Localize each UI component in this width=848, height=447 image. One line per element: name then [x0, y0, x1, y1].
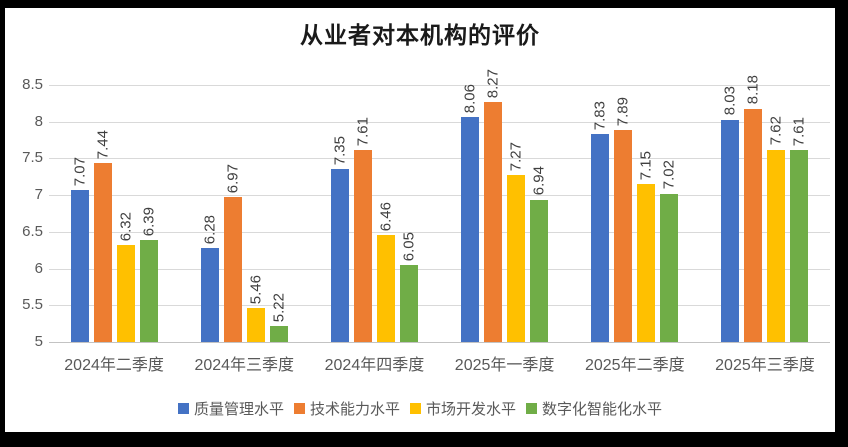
bar-技术能力水平: 6.97: [223, 164, 242, 342]
bar-value-label: 8.06: [461, 84, 479, 114]
x-tick-label: 2025年二季度: [584, 357, 685, 374]
legend-swatch-icon: [526, 403, 538, 414]
legend-item: 质量管理水平: [177, 398, 284, 419]
bar-group: 8.03 8.18 7.62 7.61: [700, 75, 830, 342]
bar-质量管理水平: 7.83: [591, 101, 610, 342]
legend-item: 市场开发水平: [410, 398, 516, 419]
y-tick-label: 6: [34, 259, 43, 277]
bar-value-label: 6.46: [377, 201, 395, 231]
bar-value-label: 7.89: [614, 96, 632, 126]
chart-canvas: 从业者对本机构的评价 7.07 7.44 6.32 6.39 6.28 6.97 5.46 5…: [5, 8, 835, 432]
bar-市场开发水平: 6.46: [376, 202, 395, 342]
bar-value-label: 8.03: [721, 86, 739, 116]
x-tick-label: 2025年一季度: [454, 357, 555, 374]
x-tick-label: 2024年三季度: [194, 357, 295, 374]
bar-value-label: 7.35: [331, 136, 349, 166]
bar-value-label: 7.02: [660, 160, 678, 190]
y-tick-label: 5: [34, 333, 43, 350]
y-axis: 5 5.5 6 6.5 7 7.5 8 8.5: [5, 8, 43, 432]
plot-area: 7.07 7.44 6.32 6.39 6.28 6.97 5.46 5.22 7.35 7.61…: [49, 69, 830, 343]
bar-质量管理水平: 7.35: [330, 136, 349, 342]
y-tick-label: 8: [34, 112, 43, 130]
bar-groups: 7.07 7.44 6.32 6.39 6.28 6.97 5.46 5.22 7.35 7.61…: [49, 69, 830, 342]
bar-技术能力水平: 8.27: [484, 69, 503, 342]
y-tick-label: 7: [34, 186, 43, 204]
gridline-7.5: [49, 158, 830, 160]
bar-技术能力水平: 7.44: [93, 130, 112, 342]
legend-swatch-icon: [177, 403, 189, 414]
bar-数字化智能化水平: 6.05: [399, 232, 418, 342]
bar-数字化智能化水平: 6.39: [139, 207, 158, 342]
bar-value-label: 7.27: [507, 142, 525, 172]
bar-数字化智能化水平: 7.02: [660, 160, 679, 342]
bar-value-label: 7.15: [637, 150, 655, 181]
bar-group: 8.06 8.27 7.27 6.94: [440, 69, 570, 342]
bar-value-label: 8.18: [744, 75, 762, 105]
bar-value-label: 6.05: [400, 231, 418, 261]
bar-技术能力水平: 8.18: [744, 75, 763, 342]
x-tick-label: 2024年四季度: [324, 357, 425, 374]
bar-市场开发水平: 7.15: [637, 151, 656, 342]
legend-label: 质量管理水平: [193, 401, 284, 418]
bar-value-label: 7.83: [591, 101, 609, 131]
x-axis: 2024年二季度 2024年三季度 2024年四季度 2025年一季度 2025年二季度…: [49, 351, 830, 375]
y-tick-label: 6.5: [22, 222, 43, 240]
bar-group: 7.07 7.44 6.32 6.39: [49, 85, 179, 342]
legend-swatch-icon: [293, 403, 305, 414]
bar-质量管理水平: 8.06: [461, 84, 480, 342]
bar-value-label: 6.94: [530, 166, 548, 196]
bar-市场开发水平: 6.32: [116, 212, 135, 342]
gridline-6.5: [49, 231, 830, 233]
bar-数字化智能化水平: 6.94: [530, 166, 549, 342]
bar-value-label: 6.39: [140, 206, 158, 236]
y-tick-label: 5.5: [22, 296, 43, 314]
bar-市场开发水平: 7.62: [767, 116, 786, 342]
legend-swatch-icon: [410, 403, 421, 414]
bar-质量管理水平: 6.28: [200, 215, 219, 342]
bar-质量管理水平: 8.03: [721, 86, 740, 342]
y-tick-label: 7.5: [22, 149, 43, 167]
bar-value-label: 6.97: [224, 164, 242, 194]
bar-value-label: 7.62: [767, 116, 785, 146]
bar-市场开发水平: 5.46: [246, 275, 265, 342]
bar-value-label: 6.28: [201, 214, 219, 245]
bar-group: 7.83 7.89 7.15 7.02: [570, 85, 700, 342]
chart-title: 从业者对本机构的评价: [300, 23, 540, 48]
bar-value-label: 6.32: [117, 211, 135, 242]
bar-数字化智能化水平: 5.22: [269, 293, 288, 342]
bar-value-label: 7.61: [354, 117, 372, 147]
legend-label: 数字化智能化水平: [542, 401, 663, 418]
gridline-5.5: [49, 305, 830, 307]
gridline-6: [49, 268, 830, 270]
bar-value-label: 5.46: [247, 275, 265, 305]
legend-item: 数字化智能化水平: [526, 398, 662, 419]
bar-value-label: 7.07: [71, 156, 89, 187]
gridline-7: [49, 195, 830, 197]
x-tick-label: 2025年三季度: [715, 357, 815, 374]
bar-市场开发水平: 7.27: [507, 142, 526, 342]
bar-value-label: 7.61: [790, 117, 808, 147]
legend: 质量管理水平 技术能力水平 市场开发水平 数字化智能化水平: [5, 398, 835, 419]
gridline-8.5: [49, 85, 830, 86]
bar-group: 7.35 7.61 6.46 6.05: [309, 85, 439, 342]
bar-value-label: 8.27: [484, 68, 502, 98]
bar-group: 6.28 6.97 5.46 5.22: [179, 85, 309, 342]
bar-技术能力水平: 7.89: [614, 97, 633, 342]
bar-质量管理水平: 7.07: [70, 157, 89, 342]
gridline-5: [49, 342, 830, 343]
x-tick-label: 2024年二季度: [64, 357, 164, 374]
bar-value-label: 7.44: [94, 129, 112, 159]
bar-技术能力水平: 7.61: [353, 117, 372, 342]
gridline-8: [49, 121, 830, 123]
y-tick-label: 8.5: [22, 76, 43, 93]
bar-数字化智能化水平: 7.61: [790, 117, 809, 342]
bar-value-label: 5.22: [270, 292, 288, 322]
legend-label: 市场开发水平: [426, 401, 517, 418]
legend-item: 技术能力水平: [293, 398, 400, 419]
legend-label: 技术能力水平: [309, 401, 400, 418]
